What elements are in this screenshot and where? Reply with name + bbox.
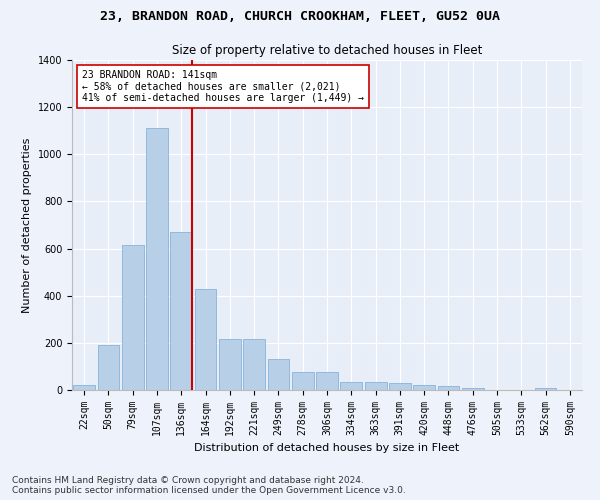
- Bar: [413, 386, 435, 390]
- Bar: [170, 232, 192, 390]
- Title: Size of property relative to detached houses in Fleet: Size of property relative to detached ho…: [172, 44, 482, 58]
- Bar: [462, 388, 484, 390]
- Bar: [194, 288, 217, 390]
- Bar: [219, 340, 241, 390]
- Bar: [316, 372, 338, 390]
- Bar: [437, 386, 460, 390]
- Bar: [365, 382, 386, 390]
- Bar: [389, 383, 411, 390]
- Bar: [122, 245, 143, 390]
- Text: Contains HM Land Registry data © Crown copyright and database right 2024.
Contai: Contains HM Land Registry data © Crown c…: [12, 476, 406, 495]
- Bar: [535, 388, 556, 390]
- Text: 23 BRANDON ROAD: 141sqm
← 58% of detached houses are smaller (2,021)
41% of semi: 23 BRANDON ROAD: 141sqm ← 58% of detache…: [82, 70, 364, 103]
- Bar: [97, 345, 119, 390]
- Bar: [340, 382, 362, 390]
- Y-axis label: Number of detached properties: Number of detached properties: [22, 138, 32, 312]
- X-axis label: Distribution of detached houses by size in Fleet: Distribution of detached houses by size …: [194, 444, 460, 454]
- Bar: [146, 128, 168, 390]
- Bar: [243, 340, 265, 390]
- Text: 23, BRANDON ROAD, CHURCH CROOKHAM, FLEET, GU52 0UA: 23, BRANDON ROAD, CHURCH CROOKHAM, FLEET…: [100, 10, 500, 23]
- Bar: [268, 360, 289, 390]
- Bar: [73, 386, 95, 390]
- Bar: [292, 372, 314, 390]
